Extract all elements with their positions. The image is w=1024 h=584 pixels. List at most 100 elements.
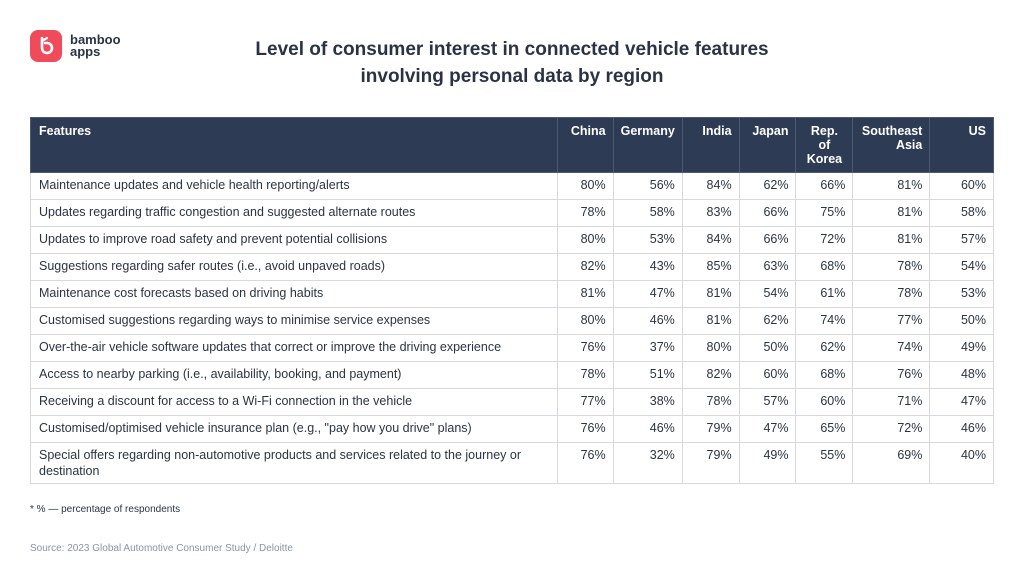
value-cell-germany: 51% [612, 361, 683, 389]
value-cell-china: 81% [556, 280, 614, 308]
feature-cell: Updates regarding traffic congestion and… [30, 199, 558, 227]
value-cell-japan: 49% [738, 442, 797, 484]
value-cell-southeast-asia: 78% [852, 280, 931, 308]
source-note: Source: 2023 Global Automotive Consumer … [30, 543, 293, 554]
value-cell-us: 57% [929, 226, 994, 254]
header-features: Features [30, 117, 558, 173]
value-cell-china: 82% [556, 253, 614, 281]
value-cell-germany: 37% [612, 334, 683, 362]
feature-cell: Special offers regarding non-automotive … [30, 442, 558, 484]
feature-cell: Maintenance updates and vehicle health r… [30, 172, 558, 200]
value-cell-japan: 66% [738, 199, 797, 227]
table-row: Updates to improve road safety and preve… [30, 226, 994, 254]
value-cell-korea: 60% [795, 388, 854, 416]
value-cell-japan: 50% [738, 334, 797, 362]
value-cell-southeast-asia: 81% [852, 226, 931, 254]
value-cell-japan: 63% [738, 253, 797, 281]
table-row: Access to nearby parking (i.e., availabi… [30, 361, 994, 389]
value-cell-china: 80% [556, 307, 614, 335]
header-china: China [556, 117, 614, 173]
value-cell-india: 84% [681, 172, 740, 200]
value-cell-korea: 74% [795, 307, 854, 335]
value-cell-china: 76% [556, 415, 614, 443]
table-row: Maintenance cost forecasts based on driv… [30, 280, 994, 308]
feature-cell: Access to nearby parking (i.e., availabi… [30, 361, 558, 389]
value-cell-us: 47% [929, 388, 994, 416]
value-cell-germany: 46% [612, 415, 683, 443]
header-sea-line2: Asia [895, 138, 923, 152]
value-cell-southeast-asia: 77% [852, 307, 931, 335]
value-cell-germany: 46% [612, 307, 683, 335]
value-cell-southeast-asia: 74% [852, 334, 931, 362]
value-cell-china: 76% [556, 442, 614, 484]
value-cell-korea: 68% [795, 253, 854, 281]
header-us: US [929, 117, 994, 173]
value-cell-india: 84% [681, 226, 740, 254]
header-sea-line1: Southeast [861, 124, 923, 138]
feature-cell: Suggestions regarding safer routes (i.e.… [30, 253, 558, 281]
feature-cell: Customised suggestions regarding ways to… [30, 307, 558, 335]
value-cell-us: 54% [929, 253, 994, 281]
value-cell-us: 58% [929, 199, 994, 227]
value-cell-us: 48% [929, 361, 994, 389]
value-cell-india: 82% [681, 361, 740, 389]
header-germany: Germany [612, 117, 683, 173]
value-cell-korea: 55% [795, 442, 854, 484]
value-cell-korea: 72% [795, 226, 854, 254]
table-row: Updates regarding traffic congestion and… [30, 199, 994, 227]
data-table: Features China Germany India Japan Rep. … [30, 117, 994, 484]
value-cell-korea: 68% [795, 361, 854, 389]
brand-logo: bamboo apps [30, 30, 130, 62]
header-india: India [681, 117, 740, 173]
value-cell-india: 81% [681, 280, 740, 308]
value-cell-india: 85% [681, 253, 740, 281]
value-cell-germany: 32% [612, 442, 683, 484]
feature-cell: Over-the-air vehicle software updates th… [30, 334, 558, 362]
value-cell-korea: 66% [795, 172, 854, 200]
value-cell-china: 78% [556, 361, 614, 389]
header-southeast-asia: Southeast Asia [852, 117, 931, 173]
value-cell-india: 78% [681, 388, 740, 416]
title-line-2: involving personal data by region [360, 66, 664, 87]
value-cell-southeast-asia: 81% [852, 172, 931, 200]
value-cell-china: 80% [556, 172, 614, 200]
value-cell-korea: 62% [795, 334, 854, 362]
value-cell-japan: 62% [738, 307, 797, 335]
bamboo-logo-icon [30, 30, 62, 62]
feature-cell: Customised/optimised vehicle insurance p… [30, 415, 558, 443]
value-cell-japan: 60% [738, 361, 797, 389]
value-cell-japan: 66% [738, 226, 797, 254]
value-cell-india: 83% [681, 199, 740, 227]
value-cell-india: 81% [681, 307, 740, 335]
feature-cell: Updates to improve road safety and preve… [30, 226, 558, 254]
value-cell-southeast-asia: 72% [852, 415, 931, 443]
header-korea-line2: Korea [806, 152, 843, 166]
value-cell-germany: 43% [612, 253, 683, 281]
table-row: Customised suggestions regarding ways to… [30, 307, 994, 335]
value-cell-us: 53% [929, 280, 994, 308]
header-japan: Japan [738, 117, 797, 173]
value-cell-china: 80% [556, 226, 614, 254]
value-cell-china: 78% [556, 199, 614, 227]
feature-cell: Maintenance cost forecasts based on driv… [30, 280, 558, 308]
table-row: Suggestions regarding safer routes (i.e.… [30, 253, 994, 281]
value-cell-southeast-asia: 76% [852, 361, 931, 389]
title-line-1: Level of consumer interest in connected … [255, 39, 769, 60]
brand-name: bamboo apps [70, 33, 130, 58]
table-body: Maintenance updates and vehicle health r… [30, 172, 994, 484]
value-cell-southeast-asia: 69% [852, 442, 931, 484]
value-cell-germany: 47% [612, 280, 683, 308]
value-cell-germany: 38% [612, 388, 683, 416]
value-cell-japan: 57% [738, 388, 797, 416]
header-korea: Rep. of Korea [795, 117, 854, 173]
value-cell-southeast-asia: 78% [852, 253, 931, 281]
value-cell-china: 77% [556, 388, 614, 416]
table-row: Maintenance updates and vehicle health r… [30, 172, 994, 200]
value-cell-germany: 58% [612, 199, 683, 227]
value-cell-us: 50% [929, 307, 994, 335]
value-cell-us: 46% [929, 415, 994, 443]
value-cell-japan: 62% [738, 172, 797, 200]
table-row: Customised/optimised vehicle insurance p… [30, 415, 994, 443]
value-cell-us: 40% [929, 442, 994, 484]
value-cell-germany: 56% [612, 172, 683, 200]
